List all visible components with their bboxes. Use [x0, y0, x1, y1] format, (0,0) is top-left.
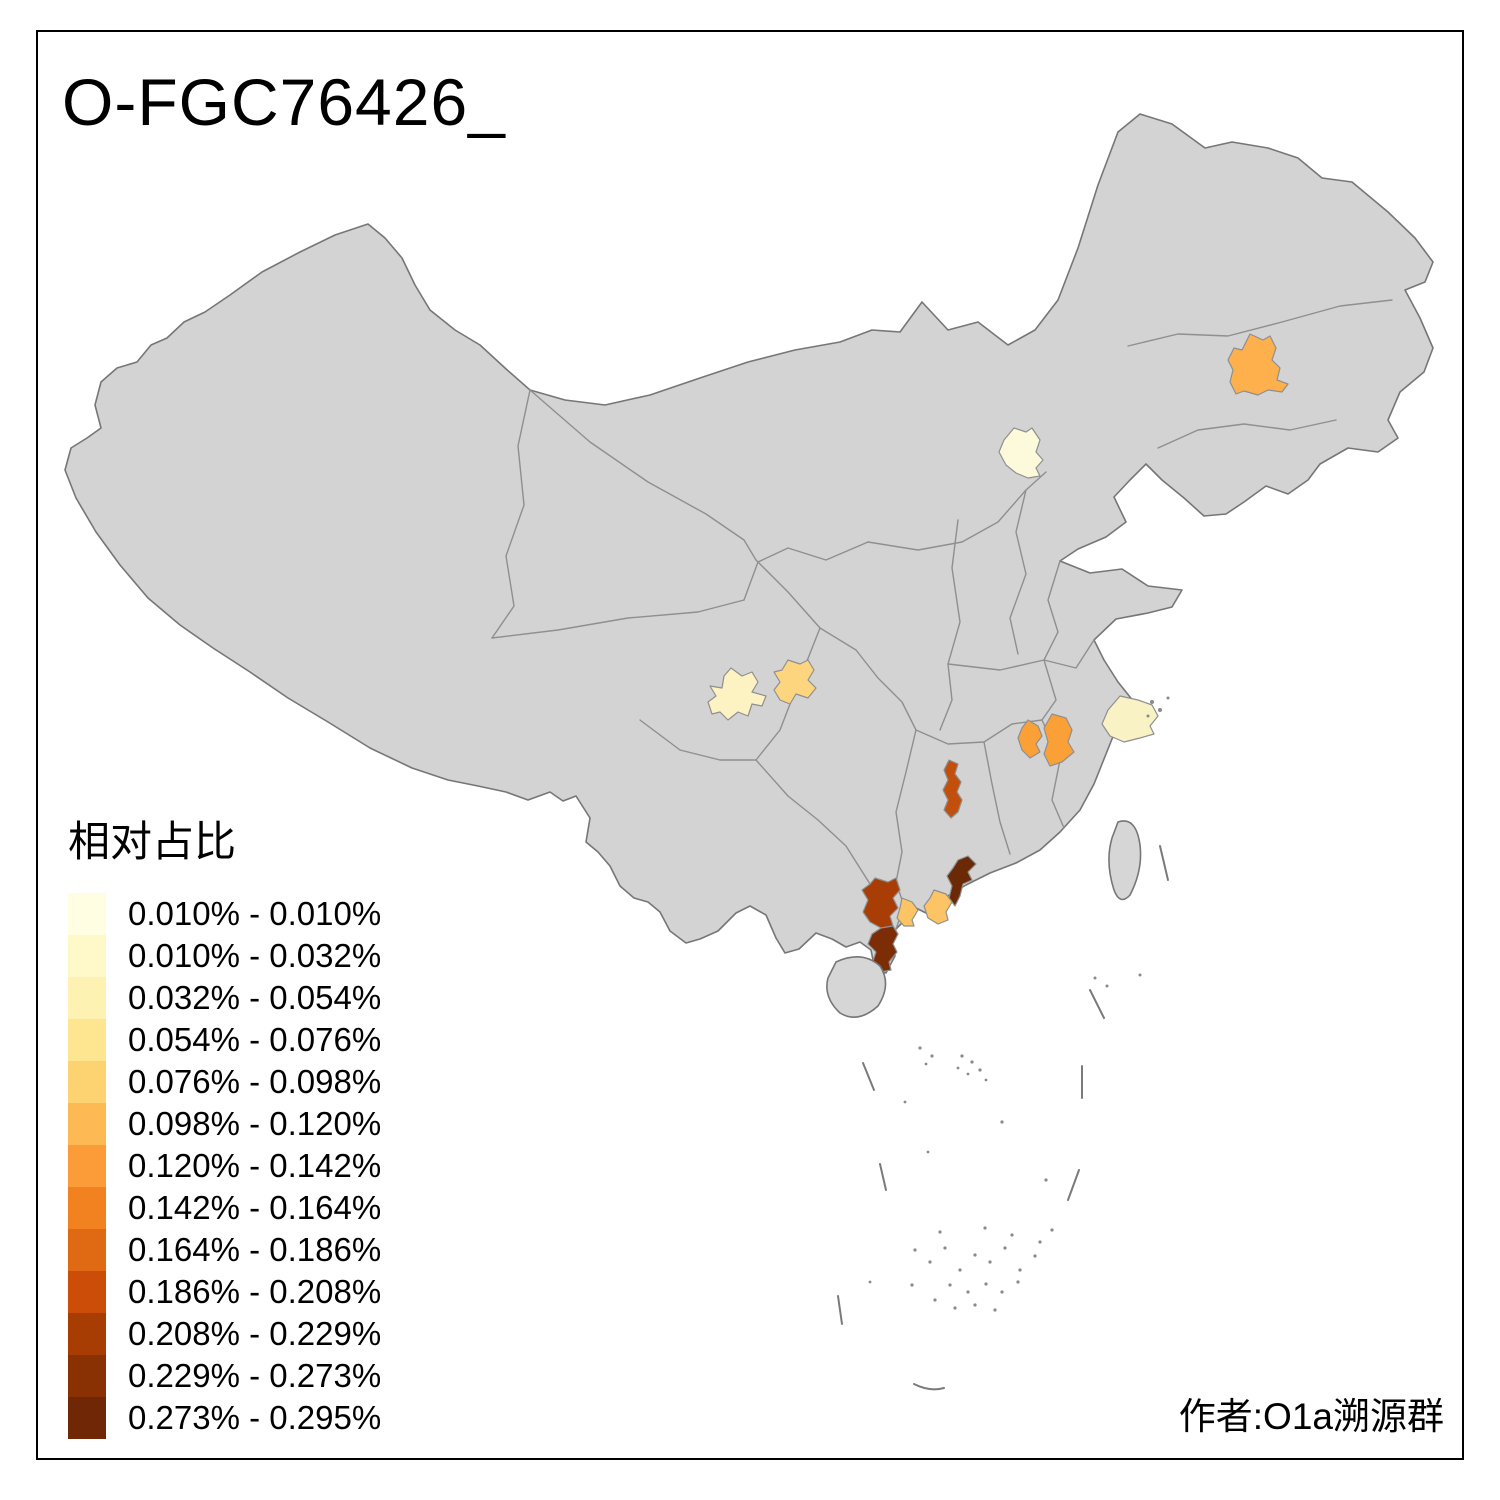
legend-label: 0.032% - 0.054%	[128, 979, 382, 1016]
region-sichuan-east	[773, 659, 817, 705]
region-jiangxi-west	[1017, 719, 1043, 759]
legend-swatch	[68, 1061, 106, 1103]
legend-item: 0.229% - 0.273%	[68, 1355, 381, 1397]
legend-label: 0.164% - 0.186%	[128, 1231, 382, 1268]
legend-swatch	[68, 1355, 106, 1397]
legend-item: 0.164% - 0.186%	[68, 1229, 381, 1271]
region-zhejiang-north	[1101, 695, 1159, 743]
legend-item: 0.076% - 0.098%	[68, 1061, 381, 1103]
legend-title: 相对占比	[68, 818, 237, 865]
legend-item: 0.010% - 0.032%	[68, 935, 381, 977]
legend-label: 0.208% - 0.229%	[128, 1315, 382, 1352]
legend-item: 0.054% - 0.076%	[68, 1019, 381, 1061]
region-guangdong-west-b	[923, 889, 953, 925]
legend: 相对占比 0.010% - 0.010% 0.010% - 0.032% 0.0…	[68, 808, 381, 1439]
region-hunan	[942, 759, 963, 819]
legend-label: 0.010% - 0.010%	[128, 895, 382, 932]
islands	[826, 696, 1170, 1018]
legend-swatch	[68, 1397, 106, 1439]
legend-swatch	[68, 1313, 106, 1355]
highlighted-regions	[707, 333, 1289, 973]
china-mainland	[64, 113, 1434, 974]
legend-items: 0.010% - 0.010% 0.010% - 0.032% 0.032% -…	[68, 893, 381, 1439]
legend-label: 0.120% - 0.142%	[128, 1147, 382, 1184]
legend-item: 0.098% - 0.120%	[68, 1103, 381, 1145]
legend-swatch	[68, 1019, 106, 1061]
province-borders	[491, 299, 1393, 930]
legend-swatch	[68, 1229, 106, 1271]
region-sichuan-west	[707, 667, 767, 721]
hainan-island	[826, 956, 887, 1018]
legend-label: 0.229% - 0.273%	[128, 1357, 382, 1394]
legend-swatch	[68, 1187, 106, 1229]
coastal-islets	[1093, 696, 1170, 988]
region-guangdong-west-a	[896, 897, 919, 927]
region-jiangxi-east	[1043, 713, 1075, 767]
region-leizhou	[867, 925, 899, 973]
legend-item: 0.208% - 0.229%	[68, 1313, 381, 1355]
attribution-text: 作者:O1a溯源群	[1178, 1396, 1444, 1437]
south-sea-islets	[868, 1046, 1054, 1312]
legend-label: 0.098% - 0.120%	[128, 1105, 382, 1142]
legend-item: 0.142% - 0.164%	[68, 1187, 381, 1229]
legend-item: 0.186% - 0.208%	[68, 1271, 381, 1313]
region-northeast	[1227, 333, 1289, 396]
legend-label: 0.010% - 0.032%	[128, 937, 382, 974]
legend-swatch	[68, 977, 106, 1019]
legend-label: 0.142% - 0.164%	[128, 1189, 382, 1226]
taiwan-island	[1108, 820, 1142, 901]
legend-swatch	[68, 935, 106, 977]
legend-swatch	[68, 1271, 106, 1313]
legend-item: 0.273% - 0.295%	[68, 1397, 381, 1439]
legend-label: 0.186% - 0.208%	[128, 1273, 382, 1310]
page-title: O-FGC76426_	[62, 65, 506, 139]
legend-swatch	[68, 893, 106, 935]
legend-item: 0.032% - 0.054%	[68, 977, 381, 1019]
legend-swatch	[68, 1103, 106, 1145]
region-beijing	[998, 427, 1044, 479]
region-guangdong-north	[946, 855, 977, 907]
legend-item: 0.120% - 0.142%	[68, 1145, 381, 1187]
south-sea-dashes	[837, 845, 1169, 1391]
legend-item: 0.010% - 0.010%	[68, 893, 381, 935]
legend-label: 0.076% - 0.098%	[128, 1063, 382, 1100]
legend-swatch	[68, 1145, 106, 1187]
legend-label: 0.273% - 0.295%	[128, 1399, 382, 1436]
legend-label: 0.054% - 0.076%	[128, 1021, 382, 1058]
